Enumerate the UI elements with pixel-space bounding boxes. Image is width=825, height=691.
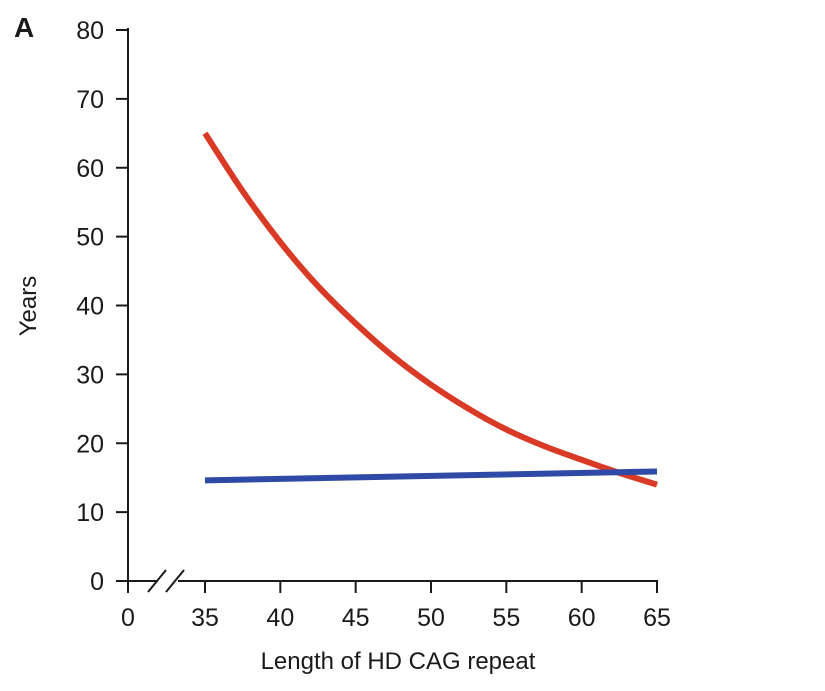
x-tick-label: 50 <box>417 604 445 632</box>
y-axis-title: Years <box>15 276 42 337</box>
axes: 0 10 20 30 40 50 60 70 80 0 35 40 45 50 55 60 65 <box>76 17 671 632</box>
series-line-1 <box>202 131 658 488</box>
panel-label: A <box>14 12 34 43</box>
series-layer <box>202 131 658 488</box>
y-tick-label: 50 <box>76 224 104 252</box>
y-tick-label: 0 <box>90 568 104 596</box>
x-tick-label: 65 <box>643 604 671 632</box>
x-tick-label: 55 <box>492 604 520 632</box>
y-tick-label: 80 <box>76 17 104 45</box>
y-tick-label: 30 <box>76 361 104 389</box>
x-tick-label: 40 <box>266 604 294 632</box>
x-tick-label: 0 <box>121 604 135 632</box>
x-axis-title: Length of HD CAG repeat <box>261 648 536 675</box>
y-tick-label: 40 <box>76 293 104 321</box>
y-tick-label: 70 <box>76 86 104 114</box>
x-tick-label: 35 <box>191 604 219 632</box>
series-line-2 <box>204 468 658 484</box>
y-tick-label: 10 <box>76 499 104 527</box>
y-tick-label: 60 <box>76 155 104 183</box>
x-tick-label: 60 <box>568 604 596 632</box>
y-tick-label: 20 <box>76 430 104 458</box>
x-tick-label: 45 <box>342 604 370 632</box>
axis-break-mark <box>165 569 185 593</box>
axis-break-mark <box>147 569 167 593</box>
